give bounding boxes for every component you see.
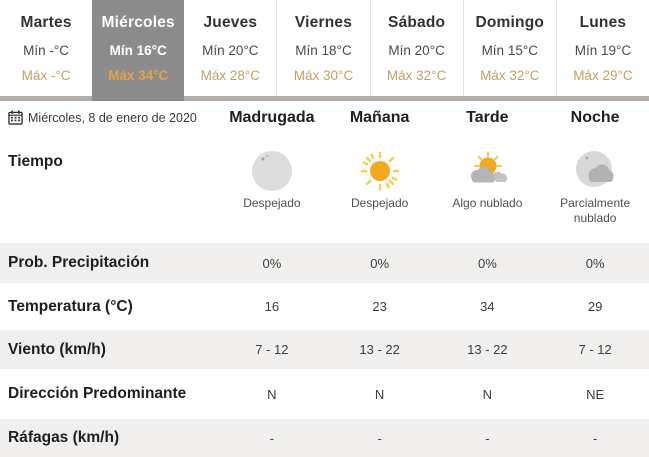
day-tab-bar: Martes Mín -°C Máx -°C Miércoles Mín 16°…	[0, 0, 649, 101]
raf-madrugada: -	[269, 430, 275, 446]
prob-manana: 0%	[370, 255, 390, 271]
raf-noche: -	[592, 430, 598, 446]
row-rafagas: Ráfagas (km/h) - - - -	[0, 419, 649, 457]
row-label: Viento (km/h)	[8, 340, 106, 358]
column-header-madrugada: Madrugada	[229, 109, 315, 126]
day-max-temp: Máx 32°C	[480, 68, 540, 83]
day-name: Domingo	[475, 14, 545, 31]
day-name: Martes	[20, 14, 72, 31]
column-header-manana: Mañana	[349, 109, 410, 126]
prob-tarde: 0%	[477, 255, 497, 271]
day-min-temp: Mín 19°C	[574, 43, 632, 58]
row-label: Prob. Precipitación	[8, 254, 150, 271]
sun-cloud-icon	[465, 149, 509, 193]
day-max-temp: Máx 29°C	[573, 68, 633, 83]
temp-noche: 29	[587, 299, 603, 314]
day-min-temp: Mín 18°C	[295, 43, 352, 58]
weather-caption: Despejado	[243, 196, 301, 210]
dir-noche: NE	[586, 386, 605, 402]
row-viento: Viento (km/h) 7 - 12 13 - 22 13 - 22 7 -…	[0, 330, 649, 369]
weather-caption: Parcialmente nublado	[560, 196, 631, 225]
prob-noche: 0%	[585, 255, 605, 271]
sun-icon	[358, 149, 402, 193]
dir-tarde: N	[482, 386, 493, 402]
row-temperatura: Temperatura (°C) 16 23 34 29	[0, 283, 649, 330]
weather-cell-noche: Parcialmente nublado	[541, 141, 649, 243]
column-header-tarde: Tarde	[466, 109, 509, 126]
row-label: Temperatura (°C)	[8, 297, 133, 315]
day-max-temp: Máx 28°C	[200, 68, 261, 83]
day-name: Miércoles	[101, 14, 175, 31]
day-tab-jueves[interactable]: Jueves Mín 20°C Máx 28°C	[184, 0, 277, 96]
weather-caption: Algo nublado	[452, 196, 523, 210]
day-min-temp: Mín -°C	[23, 43, 70, 58]
selected-date-label: Miércoles, 8 de enero de 2020	[28, 110, 197, 125]
calendar-icon	[8, 110, 23, 125]
day-name: Jueves	[203, 14, 258, 31]
day-tab-lunes[interactable]: Lunes Mín 19°C Máx 29°C	[555, 0, 649, 96]
weather-cell-tarde: Algo nublado	[434, 141, 542, 243]
day-tab-viernes[interactable]: Viernes Mín 18°C Máx 30°C	[276, 0, 370, 96]
moon-icon	[250, 149, 294, 193]
day-tab-sabado[interactable]: Sábado Mín 20°C Máx 32°C	[369, 0, 463, 96]
day-max-temp: Máx 30°C	[293, 68, 354, 83]
day-min-temp: Mín 16°C	[109, 43, 167, 58]
viento-tarde: 13 - 22	[467, 342, 508, 357]
weather-caption: Despejado	[350, 196, 409, 210]
row-prob-precipitacion: Prob. Precipitación 0% 0% 0% 0%	[0, 243, 649, 283]
column-header-noche: Noche	[570, 109, 620, 126]
temp-tarde: 34	[480, 299, 495, 314]
day-tab-domingo[interactable]: Domingo Mín 15°C Máx 32°C	[462, 0, 556, 96]
day-max-temp: Máx 34°C	[108, 68, 169, 83]
date-bar: Miércoles, 8 de enero de 2020	[0, 101, 218, 141]
prob-madrugada: 0%	[262, 255, 282, 271]
row-label: Ráfagas (km/h)	[8, 429, 120, 446]
day-min-temp: Mín 20°C	[202, 43, 259, 58]
day-max-temp: Máx -°C	[21, 68, 71, 83]
moon-cloud-icon	[573, 149, 617, 193]
weather-row: Tiempo Despejado	[0, 141, 649, 243]
temp-manana: 23	[372, 299, 387, 314]
day-name: Viernes	[294, 14, 353, 31]
row-direccion-predominante: Dirección Predominante N N N NE	[0, 369, 649, 419]
row-label: Dirección Predominante	[8, 385, 187, 402]
day-name: Lunes	[579, 14, 627, 31]
raf-manana: -	[377, 430, 382, 446]
viento-madrugada: 7 - 12	[255, 342, 289, 357]
day-tab-martes[interactable]: Martes Mín -°C Máx -°C	[0, 0, 93, 96]
period-header-row: Miércoles, 8 de enero de 2020 Madrugada …	[0, 101, 649, 141]
weather-cell-manana: Despejado	[326, 141, 434, 243]
day-tab-miercoles-selected[interactable]: Miércoles Mín 16°C Máx 34°C	[92, 0, 185, 101]
day-min-temp: Mín 20°C	[388, 43, 445, 58]
row-label-tiempo: Tiempo	[8, 153, 63, 170]
dir-manana: N	[374, 386, 385, 402]
temp-madrugada: 16	[264, 299, 280, 314]
raf-tarde: -	[485, 430, 490, 446]
day-min-temp: Mín 15°C	[481, 43, 538, 58]
day-name: Sábado	[388, 14, 446, 31]
viento-manana: 13 - 22	[359, 342, 400, 357]
viento-noche: 7 - 12	[578, 342, 612, 357]
weather-cell-madrugada: Despejado	[218, 141, 326, 243]
day-max-temp: Máx 32°C	[386, 68, 447, 83]
dir-madrugada: N	[267, 386, 277, 402]
